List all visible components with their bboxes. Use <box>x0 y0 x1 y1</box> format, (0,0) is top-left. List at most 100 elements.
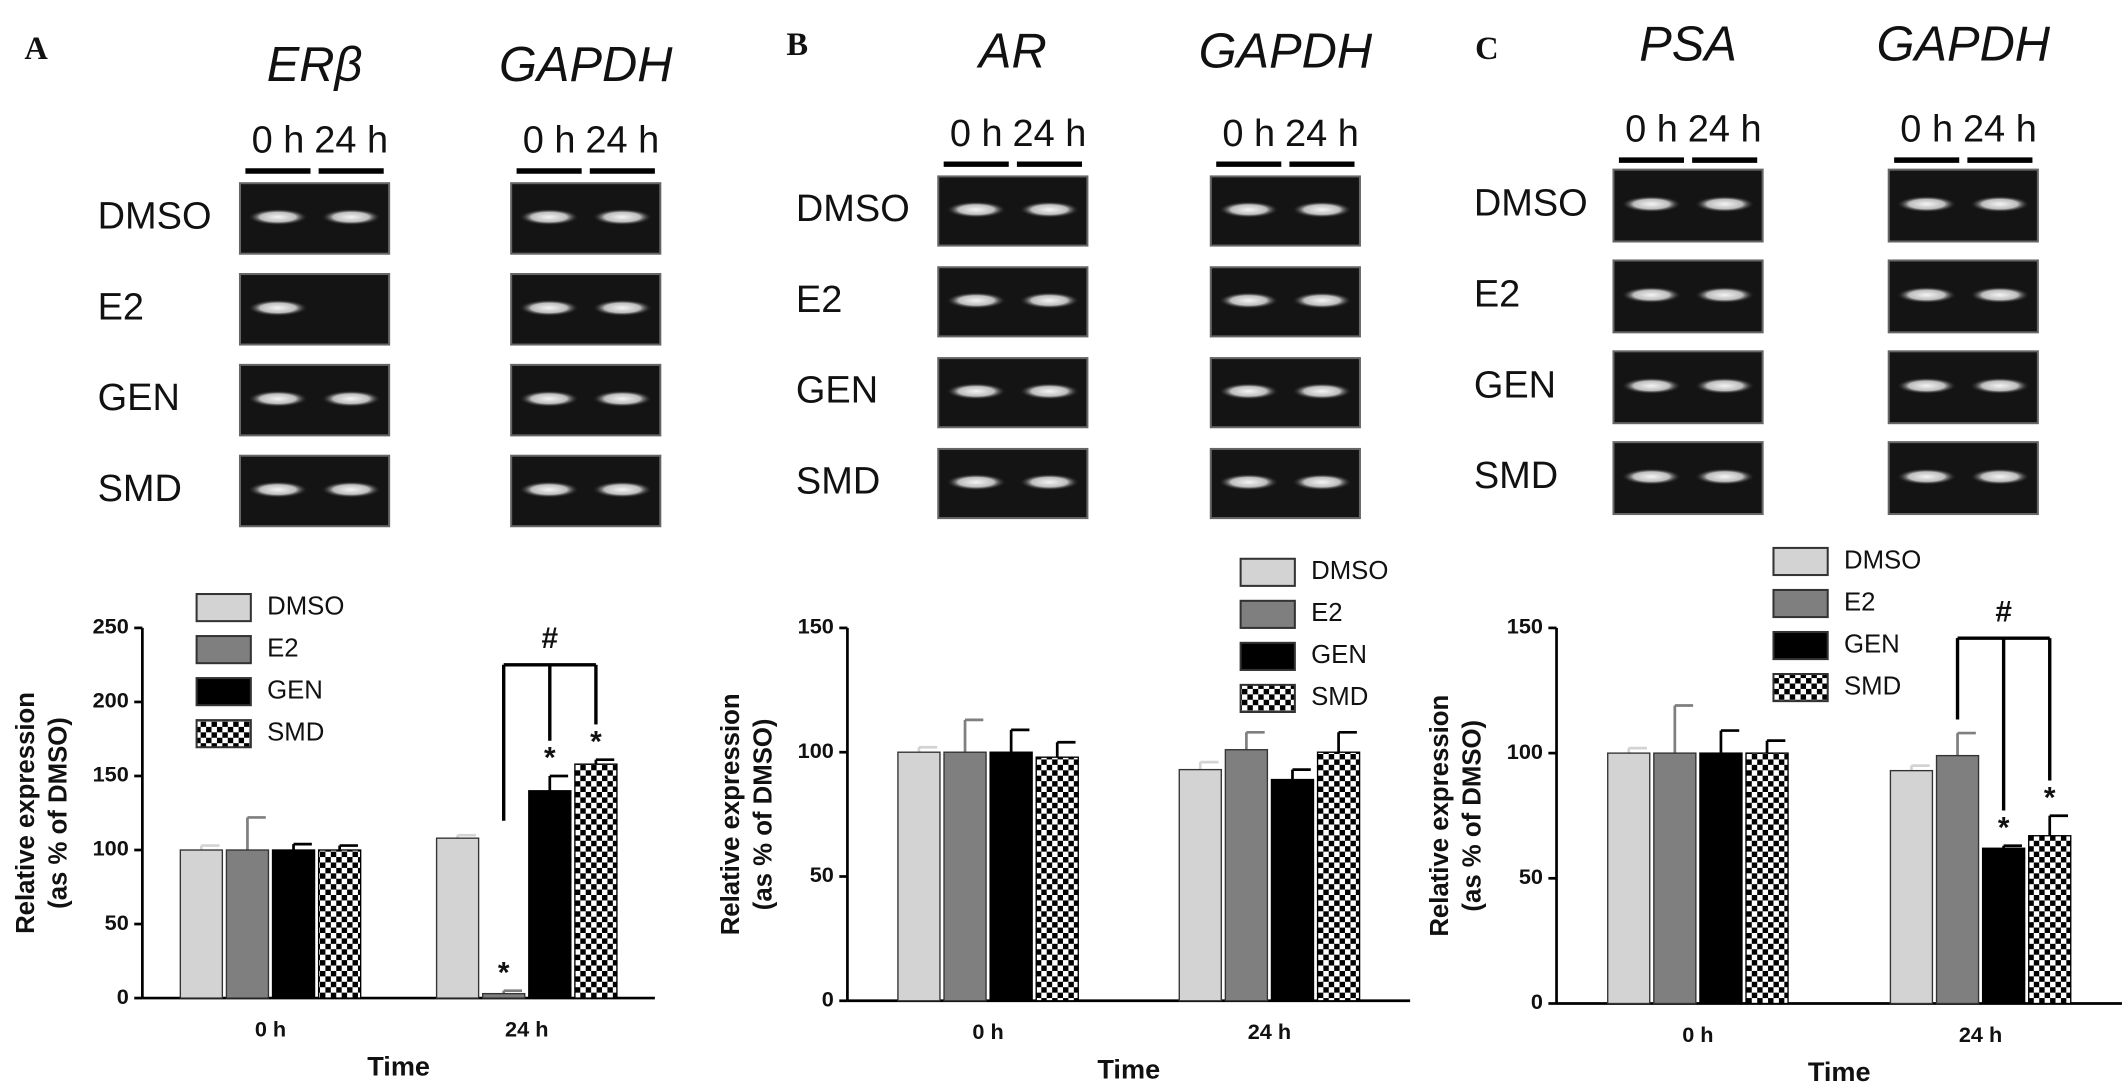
y-tick-label: 150 <box>1507 614 1543 639</box>
y-tick-label: 0 <box>1531 989 1543 1014</box>
gel-band <box>1970 377 2030 394</box>
gel-band <box>321 208 381 226</box>
x-axis-label: Time <box>1808 1056 1871 1085</box>
bar <box>1224 749 1269 1002</box>
time-label: 0 h <box>523 120 576 162</box>
row-label: E2 <box>98 286 144 328</box>
significance-marker: * <box>544 742 556 775</box>
row-label: DMSO <box>98 195 212 237</box>
x-tick-label: 0 h <box>1682 1022 1713 1047</box>
y-tick-label: 150 <box>798 614 834 639</box>
y-tick-label: 100 <box>798 738 834 763</box>
bracket-label: # <box>1995 596 2012 629</box>
row-label: GEN <box>98 377 180 419</box>
legend-swatch <box>1239 683 1296 714</box>
gene-title: GAPDH <box>1199 24 1373 78</box>
legend-label: GEN <box>1311 641 1367 669</box>
y-axis-label: Relative expression <box>1426 695 1454 937</box>
y-tick-label: 0 <box>822 987 834 1012</box>
gel-band <box>1694 286 1755 304</box>
gel-band <box>321 390 381 407</box>
gene-title: GAPDH <box>499 38 673 92</box>
bar <box>2028 835 2072 1005</box>
gel-band <box>519 390 579 407</box>
x-axis-label: Time <box>367 1051 430 1082</box>
gel-band <box>519 481 579 498</box>
row-label: E2 <box>796 279 842 321</box>
legend-swatch <box>1772 673 1829 703</box>
gel-band <box>1970 195 2030 213</box>
time-label: 0 h <box>1625 109 1678 151</box>
gel-band <box>1970 286 2030 304</box>
gel-band <box>248 481 308 498</box>
row-label: SMD <box>796 461 880 503</box>
gel-band <box>1896 286 1957 304</box>
time-label: 24 h <box>314 120 388 162</box>
gel-band <box>1694 377 1755 394</box>
bar <box>943 751 987 1002</box>
row-label: E2 <box>1474 273 1520 315</box>
significance-marker: * <box>2044 781 2056 814</box>
significance-marker: * <box>498 956 510 989</box>
legend-swatch <box>195 635 252 665</box>
gene-title: AR <box>976 24 1047 78</box>
bar <box>317 849 362 999</box>
gel-band <box>519 299 579 317</box>
gel-band <box>1218 201 1279 218</box>
bar <box>897 751 941 1002</box>
bar <box>1270 778 1315 1002</box>
gene-title: PSA <box>1639 17 1737 71</box>
legend-label: E2 <box>1311 599 1343 627</box>
legend-label: SMD <box>267 718 324 746</box>
gel-band <box>946 201 1007 218</box>
gene-title: ERβ <box>267 38 363 92</box>
legend-label: DMSO <box>1844 546 1921 574</box>
x-tick-label: 24 h <box>505 1016 548 1041</box>
panel-label: B <box>786 27 808 63</box>
bar <box>989 751 1033 1002</box>
bar <box>1178 768 1222 1002</box>
bar <box>271 849 316 999</box>
gel-band <box>1218 474 1279 491</box>
y-axis-label: (as % of DMSO) <box>1459 720 1487 912</box>
row-label: DMSO <box>796 188 910 230</box>
y-tick-label: 150 <box>93 762 129 787</box>
gel-band <box>1218 383 1279 400</box>
bracket-label: # <box>542 622 559 655</box>
y-tick-label: 100 <box>1507 739 1543 764</box>
y-tick-label: 250 <box>93 614 129 639</box>
x-tick-label: 0 h <box>972 1019 1003 1044</box>
gel-band <box>1019 201 1080 218</box>
y-axis-label: (as % of DMSO) <box>750 718 778 910</box>
legend-label: GEN <box>267 676 323 704</box>
gel-band <box>946 474 1007 491</box>
gel-band <box>946 292 1007 309</box>
gel-band <box>946 383 1007 400</box>
bar <box>1699 752 1743 1005</box>
legend-swatch <box>195 719 252 749</box>
legend-label: DMSO <box>267 592 344 620</box>
gel-band <box>1292 201 1352 218</box>
bar <box>1607 752 1651 1005</box>
gel-band <box>1694 195 1755 213</box>
legend-label: SMD <box>1844 672 1901 700</box>
x-tick-label: 24 h <box>1248 1019 1291 1044</box>
y-tick-label: 50 <box>810 862 834 887</box>
panel-label: C <box>1475 31 1498 67</box>
y-axis-label: Relative expression <box>717 693 745 935</box>
legend-label: SMD <box>1311 683 1368 711</box>
gel-band <box>592 390 653 407</box>
time-label: 24 h <box>1013 113 1087 155</box>
bar <box>435 837 480 999</box>
gel-band <box>1896 468 1957 485</box>
y-tick-label: 100 <box>93 836 129 861</box>
gel-band <box>592 299 653 317</box>
gel-band <box>1019 474 1080 491</box>
legend-swatch <box>1772 546 1829 577</box>
time-label: 24 h <box>1963 109 2037 151</box>
legend-label: GEN <box>1844 630 1900 658</box>
y-axis-label: (as % of DMSO) <box>44 717 72 909</box>
y-tick-label: 200 <box>93 688 129 713</box>
legend-label: E2 <box>267 634 299 662</box>
